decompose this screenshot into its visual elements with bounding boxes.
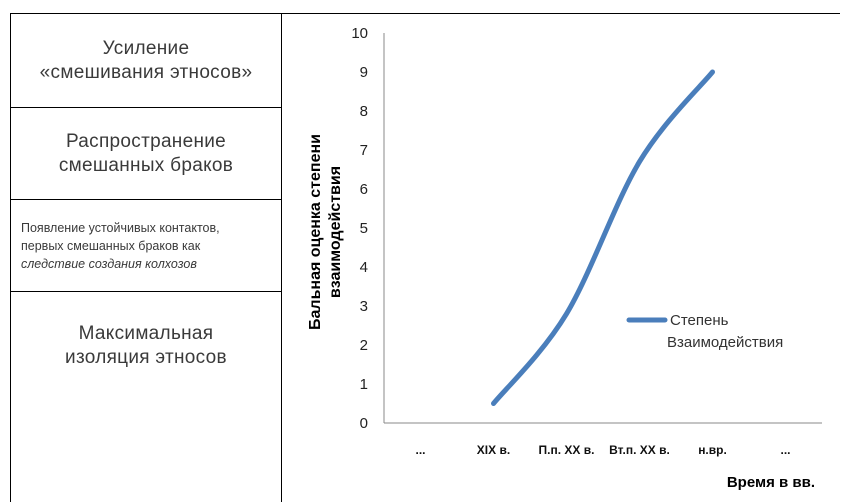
stage-2-line-2: смешанных браков (58, 154, 234, 176)
stage-4-line-2: изоляция этносов (65, 347, 227, 368)
stage-4-line-1: Максимальная (78, 323, 214, 344)
stage-box-4: Максимальная изоляция этносов (11, 292, 281, 402)
stage-3-line-3: следствие создания колхозов (21, 256, 197, 271)
series-line (491, 69, 715, 406)
stage-3-line-1: Появление устойчивых контактов, (21, 220, 220, 235)
y-tick-label: 0 (360, 415, 368, 432)
stage-box-3: Появление устойчивых контактов, первых см… (11, 200, 281, 291)
x-tick-labels: ... XIX в. П.п. XX в. Вт.п. XX в. н.вр.... (415, 443, 790, 457)
frame-divider (281, 13, 282, 502)
legend-label-line-2: Взаимодействия (667, 334, 783, 351)
y-tick-label: 7 (360, 142, 368, 159)
stage-box-1: Усиление «смешивания этносов» (11, 14, 281, 107)
frame-top-border (10, 13, 840, 14)
x-tick-label: ... (780, 443, 790, 457)
y-tick-label: 9 (360, 64, 368, 81)
y-tick-label: 2 (360, 337, 368, 354)
y-tick-labels: 0 1 2 3 4 5 6 7 8 9 10 (351, 25, 368, 432)
y-tick-label: 8 (360, 103, 368, 120)
stage-separator (10, 199, 281, 200)
y-tick-label: 3 (360, 298, 368, 315)
stage-box-2: Распространение смешанных браков (11, 108, 281, 199)
x-tick-label: Вт.п. XX в. (609, 443, 670, 457)
stage-2-line-1: Распространение (65, 130, 227, 152)
y-tick-label: 10 (351, 25, 368, 42)
y-tick-label: 5 (360, 220, 368, 237)
legend-label-line-1: Степень (670, 312, 729, 329)
stage-separator (10, 107, 281, 108)
y-axis-label-line-2: взаимодействия (327, 166, 344, 298)
stage-1-line-2: «смешивания этносов» (39, 61, 253, 83)
frame-left-border (10, 13, 11, 502)
stage-3-line-2: первых смешанных браков как (21, 238, 201, 253)
x-tick-label: П.п. XX в. (539, 443, 595, 457)
y-tick-label: 1 (360, 376, 368, 393)
x-axis-label: Время в вв. (727, 474, 815, 491)
y-tick-label: 6 (360, 181, 368, 198)
stage-1-line-1: Усиление (102, 37, 190, 59)
x-tick-label: ... (415, 443, 425, 457)
y-tick-label: 4 (360, 259, 368, 276)
y-axis-label-line-1: Бальная оценка степени (307, 134, 324, 330)
stage-separator (10, 291, 281, 292)
x-tick-label: XIX в. (477, 443, 510, 457)
chart-axes (383, 33, 822, 424)
x-tick-label: н.вр. (698, 443, 727, 457)
